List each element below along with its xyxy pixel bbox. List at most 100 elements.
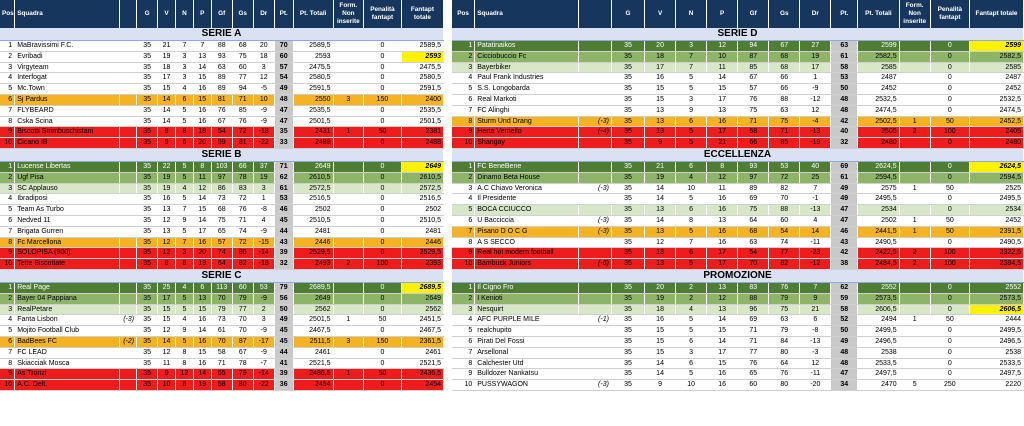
cell-g: 35 — [136, 336, 159, 348]
cell-form: 3 — [333, 94, 365, 106]
column-header: G — [611, 0, 646, 28]
cell-form — [333, 226, 365, 238]
cell-v: 13 — [644, 258, 677, 270]
cell-g: 35 — [611, 116, 646, 128]
cell-v: 9 — [644, 379, 677, 391]
cell-n: 10 — [675, 183, 708, 195]
cell-pos: 5 — [452, 325, 476, 337]
table-row: 7 Arsellonal 35 15 3 17 77 80 -3 48 2538 0 2538 — [452, 347, 1024, 359]
cell-n: 3 — [675, 40, 708, 52]
cell-ft: 2405 — [969, 126, 1024, 139]
cell-penf: 0 — [363, 137, 402, 149]
cell-v: 17 — [157, 293, 176, 305]
cell-dr: 20 — [253, 40, 275, 52]
cell-pos: 8 — [452, 116, 476, 128]
cell-ft: 2501,5 — [401, 116, 445, 128]
cell-tot: 2593 — [293, 51, 334, 63]
cell-gs: 53 — [768, 161, 801, 173]
table-row: 6 Nedved 11 35 12 9 14 75 71 4 45 2510,5 0 2510,5 — [0, 215, 445, 227]
cell-g: 35 — [136, 40, 159, 52]
cell-form — [899, 204, 931, 216]
cell-v: 19 — [644, 293, 677, 305]
cell-pen — [578, 325, 612, 337]
cell-penf: 0 — [363, 105, 402, 117]
table-row: 10 PUSSYWAGON (-3) 35 9 10 16 60 80 -20 34 2470 5 250… — [452, 379, 1024, 391]
cell-pos: 2 — [452, 51, 476, 63]
cell-p: 14 — [193, 325, 212, 337]
cell-v: 14 — [157, 116, 176, 128]
cell-tot: 2599 — [857, 40, 900, 52]
cell-pt: 57 — [274, 62, 294, 74]
cell-gs: 60 — [232, 282, 254, 294]
cell-pos: 6 — [0, 336, 16, 348]
cell-g: 35 — [136, 72, 159, 85]
table-row: 4 AFC PURPLE MILE (-1) 35 16 5 14 69 63 6 52 2494 1 5… — [452, 314, 1024, 327]
column-header: Squadra — [14, 0, 121, 28]
cell-pt: 48 — [830, 105, 859, 117]
column-header: Gf — [737, 0, 770, 28]
cell-pos: 8 — [0, 237, 16, 249]
cell-team: Sturm Und Drang — [474, 116, 579, 128]
cell-ft: 2649 — [401, 293, 445, 305]
cell-n: 4 — [175, 314, 194, 327]
cell-penf: 0 — [930, 137, 971, 149]
league-section-header: PROMOZIONE — [452, 269, 1024, 283]
cell-gs: 78 — [232, 172, 254, 184]
cell-g: 35 — [611, 215, 646, 227]
cell-tot: 2594,5 — [857, 172, 900, 184]
cell-p: 16 — [706, 226, 739, 238]
cell-pos: 5 — [0, 83, 16, 95]
league-title: SERIE B — [0, 148, 444, 162]
table-row: 4 Il Presidente 35 14 5 16 69 70 -1 49 2495,5 0 2495… — [452, 193, 1024, 206]
cell-tot: 2589,5 — [293, 40, 334, 52]
cell-pos: 2 — [0, 293, 16, 305]
cell-gf: 75 — [211, 215, 233, 227]
cell-p: 15 — [193, 72, 212, 85]
table-row: 8 Skiacciak Mosca 35 11 8 16 71 78 -7 41 2521,5 0 25… — [0, 358, 445, 370]
cell-penf: 0 — [363, 83, 402, 95]
table-row: 5 Mc.Town 35 15 4 16 89 94 -5 49 2591,5 0 2591,5 — [0, 83, 445, 95]
cell-pos: 5 — [452, 204, 476, 216]
cell-n: 5 — [675, 368, 708, 381]
cell-gs: 82 — [768, 183, 801, 195]
league-section-header: SERIE D — [452, 28, 1024, 41]
cell-pt: 59 — [830, 293, 859, 305]
cell-penf: 0 — [363, 282, 402, 294]
cell-g: 35 — [136, 94, 159, 106]
cell-p: 13 — [706, 105, 739, 117]
cell-gf: 79 — [211, 304, 233, 316]
cell-form — [899, 193, 931, 206]
cell-ft: 2487 — [969, 72, 1024, 85]
cell-team: Calchester Utd — [474, 358, 579, 370]
cell-n: 6 — [675, 247, 708, 260]
cell-gs: 64 — [768, 358, 801, 370]
cell-dr: -20 — [799, 379, 832, 391]
cell-form — [899, 304, 931, 316]
cell-pos: 2 — [452, 172, 476, 184]
cell-tot: 2591,5 — [293, 83, 334, 95]
column-header: Dr — [253, 0, 275, 28]
cell-ft: 2593 — [401, 51, 445, 63]
cell-penf: 0 — [363, 379, 402, 391]
cell-gf: 71 — [737, 336, 770, 348]
cell-gf: 76 — [737, 94, 770, 106]
cell-gs: 60 — [768, 215, 801, 227]
cell-n: 5 — [675, 258, 708, 270]
cell-p: 16 — [706, 116, 739, 128]
cell-dr: -14 — [253, 247, 275, 260]
cell-tot: 2529,5 — [293, 247, 334, 260]
cell-penf: 0 — [363, 116, 402, 128]
cell-tot: 2452 — [857, 83, 900, 95]
cell-gs: 66 — [768, 72, 801, 85]
cell-v: 14 — [157, 105, 176, 117]
cell-n: 7 — [175, 204, 194, 216]
cell-v: 13 — [644, 126, 677, 139]
cell-v: 13 — [644, 247, 677, 260]
cell-pos: 9 — [452, 368, 476, 381]
table-row: 7 FLYBEARD 35 14 5 16 76 85 -9 47 2535,5 0 2535,5 — [0, 105, 445, 117]
cell-tot: 2585 — [857, 62, 900, 74]
column-header: N — [175, 0, 194, 28]
cell-pen — [578, 137, 612, 149]
table-row: 5 Team As Turbo 35 13 7 15 68 76 -8 46 2502 0 2502 — [0, 204, 445, 216]
cell-pt: 47 — [274, 105, 294, 117]
